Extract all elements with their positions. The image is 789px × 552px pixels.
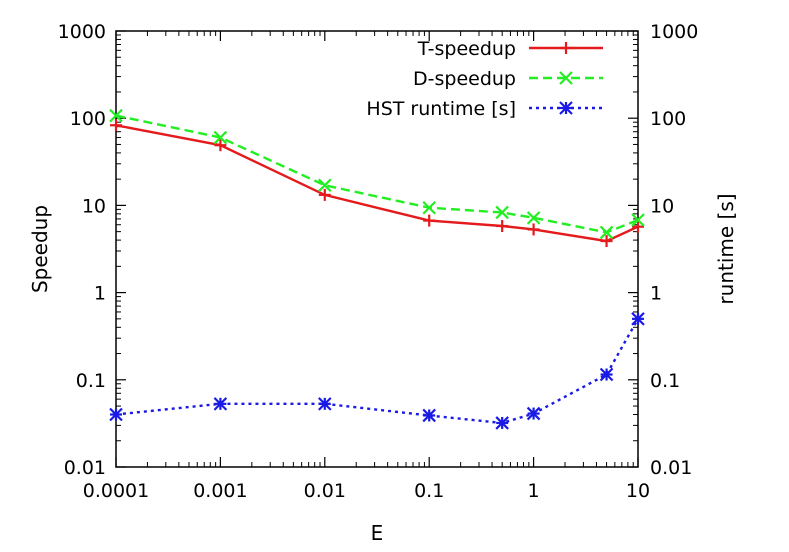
legend: T-speedup D-speedup HST runtime [s] [366, 38, 603, 120]
legend-label: T-speedup [417, 38, 516, 60]
x-tick-label: 0.01 [304, 480, 346, 502]
marker-stroke [213, 397, 228, 411]
axis-ticks [115, 30, 639, 468]
y-axis-label: Speedup [28, 205, 52, 293]
data-point [496, 220, 509, 233]
y-tick-label: 0.01 [64, 457, 106, 479]
plot-frame [115, 30, 639, 468]
data-point [527, 223, 540, 236]
series-layer [109, 108, 645, 430]
marker-stroke [213, 130, 228, 145]
legend-label: HST runtime [s] [366, 98, 516, 120]
y2-tick-labels: 0.01 0.1 1 10 100 1000 [650, 21, 698, 479]
marker-stroke [559, 71, 573, 85]
x-tick-label: 10 [626, 480, 650, 502]
series-2 [109, 108, 645, 240]
y-tick-label: 100 [70, 108, 106, 130]
marker-stroke [422, 408, 436, 423]
data-point [631, 213, 645, 227]
data-point [599, 225, 614, 240]
y-tick-labels: 0.01 0.1 1 10 100 1000 [58, 21, 106, 479]
data-point [422, 200, 436, 215]
y2-tick-label: 1000 [650, 21, 698, 43]
data-point [110, 119, 122, 132]
data-point [526, 211, 541, 225]
data-point [318, 188, 331, 201]
legend-marker [559, 71, 573, 85]
marker-stroke [559, 101, 573, 115]
data-point [213, 397, 228, 411]
y-tick-label: 1 [94, 283, 106, 305]
y2-tick-label: 1 [650, 283, 662, 305]
data-point [318, 178, 332, 193]
x-tick-label: 1 [528, 480, 540, 502]
y2-tick-label: 100 [650, 108, 686, 130]
data-point [318, 397, 332, 411]
marker-stroke [318, 178, 332, 193]
y2-axis-label: runtime [s] [714, 193, 738, 304]
data-point [109, 407, 123, 422]
data-point [495, 416, 509, 430]
marker-stroke [495, 416, 509, 430]
x-tick-label: 0.001 [193, 480, 247, 502]
data-point [422, 408, 436, 423]
marker-stroke [109, 407, 123, 422]
legend-item: HST runtime [s] [366, 98, 603, 120]
y2-tick-label: 0.1 [650, 370, 680, 392]
y-tick-label: 0.1 [76, 370, 106, 392]
marker-stroke [599, 225, 614, 240]
data-point [495, 205, 509, 220]
marker-stroke [422, 200, 436, 215]
x-tick-label: 0.1 [414, 480, 444, 502]
x-tick-label: 0.0001 [83, 480, 149, 502]
series-line [115, 318, 640, 425]
marker-stroke [526, 406, 541, 421]
series-1 [110, 119, 644, 248]
data-point [600, 235, 613, 248]
legend-item: T-speedup [417, 38, 603, 60]
legend-label: D-speedup [413, 68, 516, 90]
y-tick-label: 10 [82, 195, 106, 217]
data-point [631, 312, 645, 326]
data-point [109, 108, 123, 123]
legend-marker [559, 101, 573, 115]
data-point [526, 406, 541, 421]
data-point [632, 220, 644, 233]
series-3 [109, 312, 645, 430]
series-line [115, 124, 639, 243]
legend-marker [560, 42, 572, 54]
marker-stroke [109, 108, 123, 123]
marker-stroke [631, 213, 645, 227]
y2-tick-label: 0.01 [650, 457, 692, 479]
data-point [423, 214, 436, 227]
marker-stroke [526, 211, 541, 225]
y2-tick-label: 10 [650, 195, 674, 217]
data-point [599, 367, 614, 382]
legend-item: D-speedup [413, 68, 603, 90]
series-line [115, 114, 639, 234]
data-point [214, 139, 227, 152]
y-tick-label: 1000 [58, 21, 106, 43]
marker-stroke [599, 367, 614, 382]
marker-stroke [495, 205, 509, 220]
x-tick-labels: 0.0001 0.001 0.01 0.1 1 10 [83, 480, 650, 502]
marker-stroke [631, 312, 645, 326]
data-point [213, 130, 228, 145]
marker-stroke [318, 397, 332, 411]
x-axis-label: E [371, 521, 384, 545]
